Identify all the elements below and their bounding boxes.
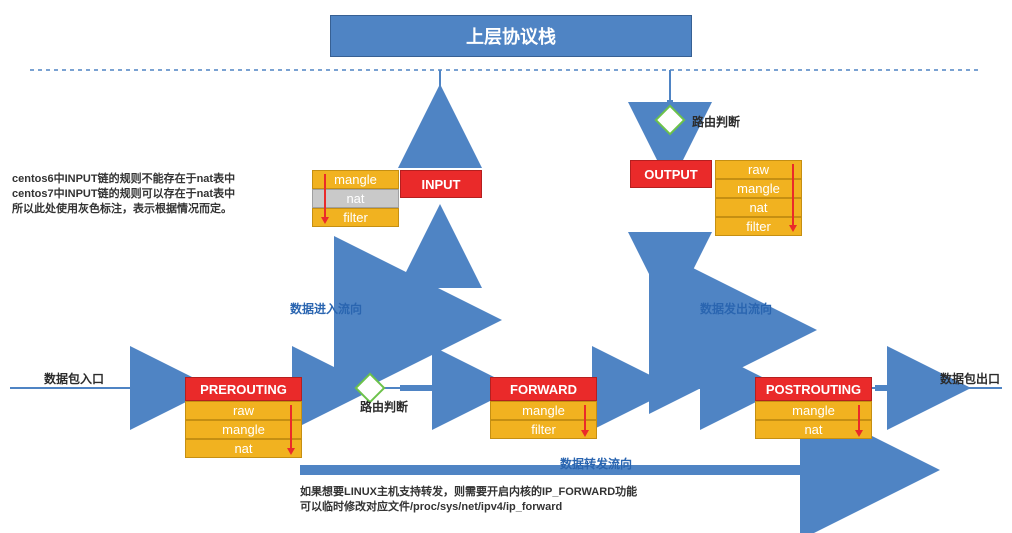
chain-postrouting: POSTROUTING xyxy=(755,377,872,401)
red-arrow-postrouting xyxy=(855,430,863,437)
table-prerouting-raw: raw xyxy=(185,401,302,420)
flow-forward-label: 数据转发流向 xyxy=(560,455,632,472)
note-line: 如果想要LINUX主机支持转发，则需要开启内核的IP_FORWARD功能 xyxy=(300,485,800,500)
flow-out-label: 数据发出流向 xyxy=(700,300,772,317)
exit-label: 数据包出口 xyxy=(940,370,1000,387)
chain-prerouting: PREROUTING xyxy=(185,377,302,401)
route-top-label: 路由判断 xyxy=(692,113,740,130)
chain-output: OUTPUT xyxy=(630,160,712,188)
top-protocol-stack: 上层协议栈 xyxy=(330,15,692,57)
entry-label: 数据包入口 xyxy=(44,370,104,387)
note-line: centos6中INPUT链的规则不能存在于nat表中 xyxy=(12,172,312,187)
red-arrow-prerouting xyxy=(287,448,295,455)
table-output-raw: raw xyxy=(715,160,802,179)
chain-forward: FORWARD xyxy=(490,377,597,401)
input-note: centos6中INPUT链的规则不能存在于nat表中 centos7中INPU… xyxy=(12,172,312,217)
route-bottom-label: 路由判断 xyxy=(360,398,408,415)
forward-note: 如果想要LINUX主机支持转发，则需要开启内核的IP_FORWARD功能 可以临… xyxy=(300,485,800,515)
red-arrow-forward xyxy=(581,430,589,437)
flow-in-label: 数据进入流向 xyxy=(290,300,362,317)
table-output-mangle: mangle xyxy=(715,179,802,198)
red-arrow-output xyxy=(789,225,797,232)
note-line: 所以此处使用灰色标注，表示根据情况而定。 xyxy=(12,202,312,217)
table-prerouting-mangle: mangle xyxy=(185,420,302,439)
red-arrow-input xyxy=(321,217,329,224)
table-postrouting-mangle: mangle xyxy=(755,401,872,420)
note-line: centos7中INPUT链的规则可以存在于nat表中 xyxy=(12,187,312,202)
table-prerouting-nat: nat xyxy=(185,439,302,458)
note-line: 可以临时修改对应文件/proc/sys/net/ipv4/ip_forward xyxy=(300,500,800,515)
chain-input: INPUT xyxy=(400,170,482,198)
table-forward-mangle: mangle xyxy=(490,401,597,420)
table-output-nat: nat xyxy=(715,198,802,217)
